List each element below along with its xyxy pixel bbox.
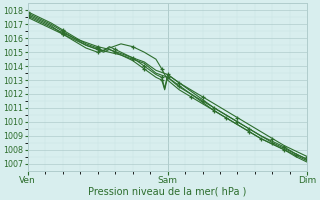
- X-axis label: Pression niveau de la mer( hPa ): Pression niveau de la mer( hPa ): [88, 187, 247, 197]
